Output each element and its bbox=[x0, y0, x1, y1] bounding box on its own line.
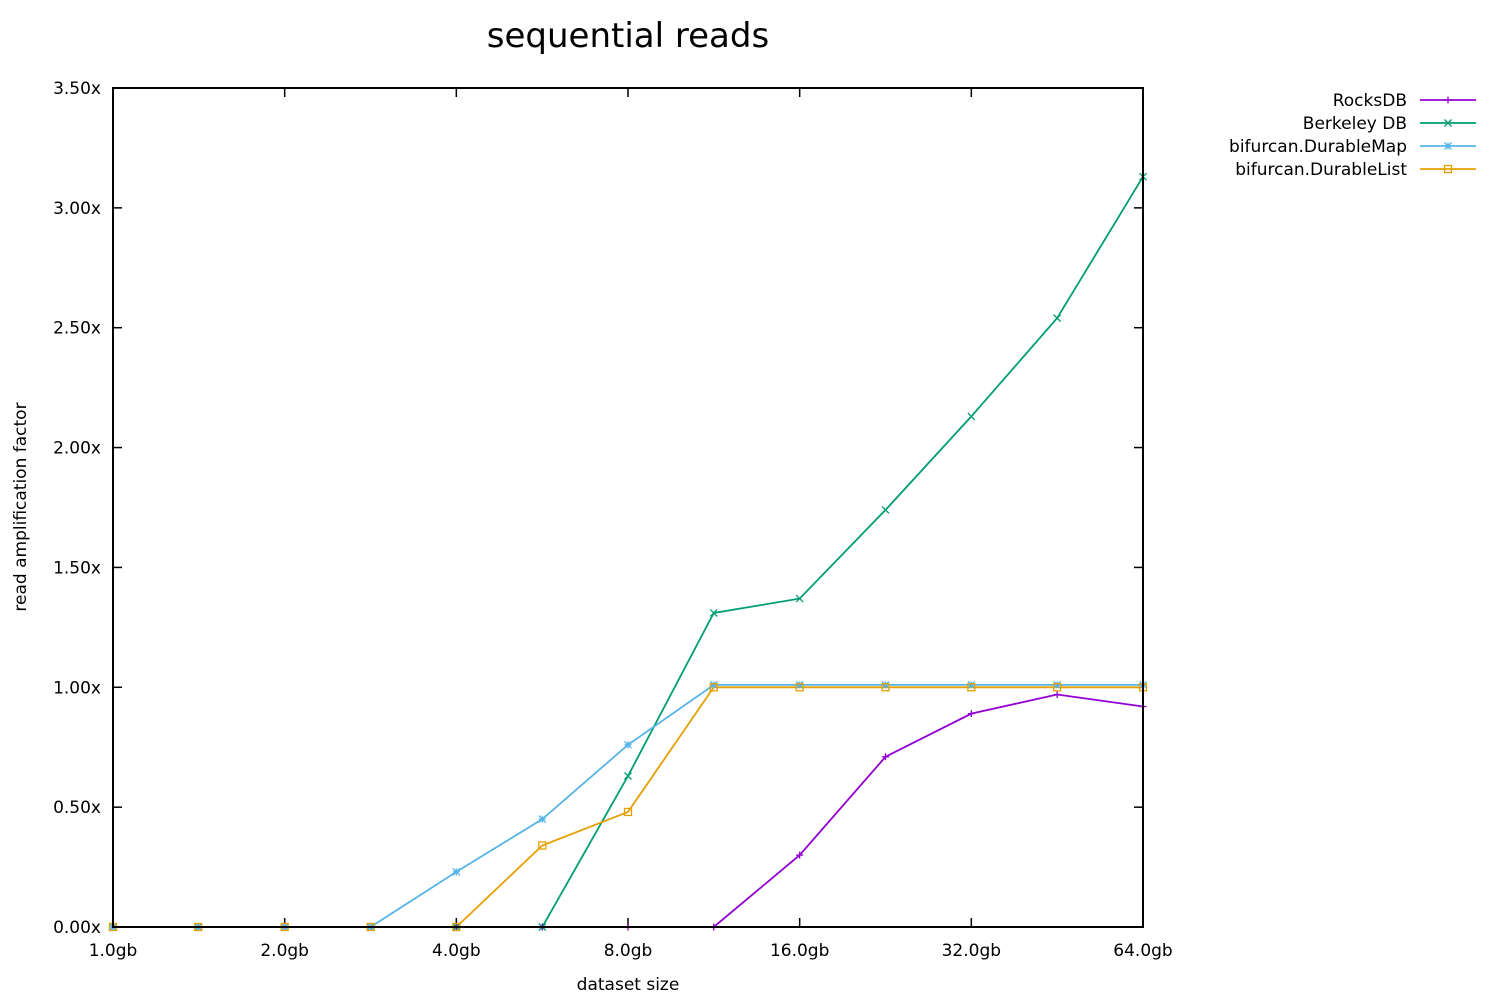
data-point bbox=[1444, 96, 1452, 104]
data-point bbox=[796, 851, 804, 859]
chart-title: sequential reads bbox=[487, 16, 769, 56]
data-point bbox=[795, 683, 804, 692]
y-tick-label: 0.00x bbox=[53, 918, 101, 938]
data-point bbox=[1443, 164, 1453, 174]
data-point bbox=[881, 683, 890, 692]
y-tick-label: 1.50x bbox=[53, 558, 101, 578]
x-tick-label: 16.0gb bbox=[770, 941, 829, 961]
y-tick-label: 2.50x bbox=[53, 319, 101, 339]
x-tick-label: 2.0gb bbox=[260, 941, 309, 961]
legend-label: bifurcan.DurableMap bbox=[1229, 137, 1407, 157]
data-point bbox=[1052, 683, 1062, 692]
y-tick-label: 0.50x bbox=[53, 798, 101, 818]
data-point bbox=[709, 609, 718, 617]
x-axis-label: dataset size bbox=[577, 975, 680, 995]
y-tick-label: 1.00x bbox=[53, 678, 101, 698]
y-axis-label: read amplification factor bbox=[11, 402, 31, 611]
x-tick-label: 4.0gb bbox=[432, 941, 481, 961]
legend: RocksDB Berkeley DB bifurcan.DurableMap bif… bbox=[1229, 91, 1476, 180]
legend-label: RocksDB bbox=[1333, 91, 1407, 111]
data-point bbox=[967, 680, 976, 689]
data-point bbox=[1053, 690, 1061, 698]
y-tick-labels: 0.00x 0.50x 1.00x 1.50x 2.00x 2.50x 3.00x 3.50x bbox=[53, 79, 101, 938]
data-point bbox=[795, 594, 804, 603]
data-point bbox=[967, 683, 976, 692]
data-point bbox=[881, 505, 890, 514]
data-point bbox=[1053, 680, 1062, 689]
data-point bbox=[623, 807, 633, 817]
data-point bbox=[967, 710, 975, 718]
y-tick-label: 2.00x bbox=[53, 439, 101, 459]
legend-label: bifurcan.DurableList bbox=[1235, 160, 1407, 180]
data-point bbox=[538, 815, 547, 824]
data-point bbox=[795, 680, 804, 689]
x-tick-label: 64.0gb bbox=[1113, 941, 1172, 961]
x-tick-label: 8.0gb bbox=[604, 941, 653, 961]
y-tick-label: 3.50x bbox=[53, 79, 101, 99]
data-point bbox=[709, 683, 718, 692]
x-tick-labels: 1.0gb 2.0gb 4.0gb 8.0gb 16.0gb 32.0gb 64.0gb bbox=[89, 941, 1173, 961]
data-point bbox=[452, 867, 461, 876]
y-tick-label: 3.00x bbox=[53, 199, 101, 219]
data-point bbox=[881, 680, 890, 689]
data-point bbox=[1444, 142, 1452, 150]
data-point bbox=[624, 772, 632, 780]
data-point bbox=[624, 740, 632, 749]
legend-label: Berkeley DB bbox=[1303, 114, 1407, 134]
data-point bbox=[1444, 119, 1452, 127]
plot-frame bbox=[112, 87, 1144, 928]
data-point bbox=[882, 753, 890, 761]
data-point bbox=[709, 680, 718, 689]
x-tick-label: 1.0gb bbox=[89, 941, 138, 961]
data-point bbox=[538, 841, 547, 850]
x-tick-label: 32.0gb bbox=[942, 941, 1001, 961]
data-point bbox=[967, 412, 976, 421]
data-point bbox=[1053, 314, 1062, 323]
